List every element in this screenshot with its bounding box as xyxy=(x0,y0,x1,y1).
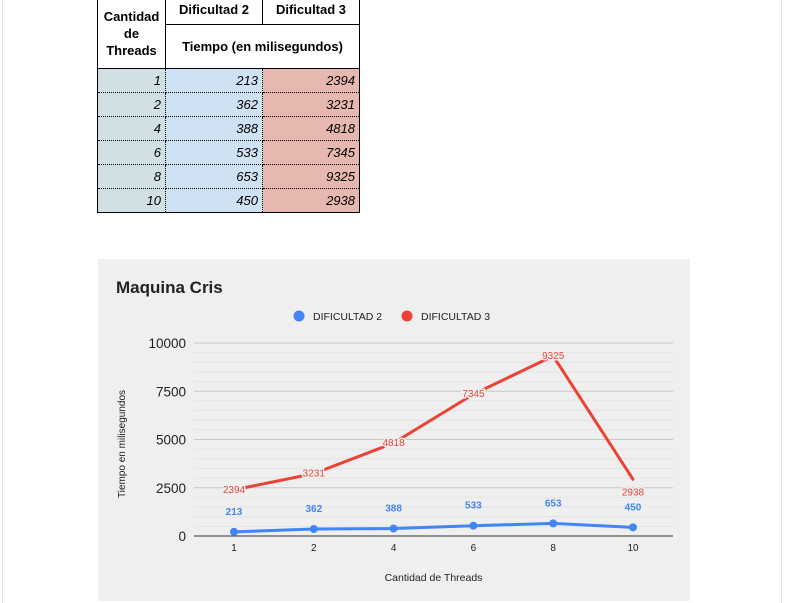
cell-dificultad-2: 362 xyxy=(165,92,263,117)
header-dificultad-2: Dificultad 2 xyxy=(165,0,263,25)
data-label: 450 xyxy=(625,502,642,513)
legend-marker xyxy=(401,310,413,322)
y-axis-title: Tiempo en milisegundos xyxy=(117,390,128,498)
data-label: 2938 xyxy=(622,487,645,498)
table-row: 4 388 4818 xyxy=(97,116,360,141)
cell-dificultad-3: 2394 xyxy=(262,68,360,93)
cell-threads: 1 xyxy=(97,68,166,93)
y-tick-label: 2500 xyxy=(156,481,186,496)
cell-threads: 4 xyxy=(97,116,166,141)
cell-dificultad-2: 450 xyxy=(165,188,263,213)
data-point xyxy=(469,521,478,530)
data-point xyxy=(309,525,318,534)
x-tick-label: 8 xyxy=(550,543,556,554)
data-point xyxy=(549,519,558,528)
cell-dificultad-2: 533 xyxy=(165,140,263,165)
cell-dificultad-3: 3231 xyxy=(262,92,360,117)
x-tick-label: 10 xyxy=(627,543,639,554)
line-chart: 0 2500 5000 7500 10000 1 2 4 6 8 10 Maquina Cris Can… xyxy=(116,278,673,584)
header-threads: Cantidad de Threads xyxy=(97,0,166,69)
cell-dificultad-3: 7345 xyxy=(262,140,360,165)
data-label: 9325 xyxy=(542,351,565,362)
data-label: 2394 xyxy=(223,485,246,496)
page-border-left xyxy=(2,0,3,603)
header-dificultad-3: Dificultad 3 xyxy=(262,0,360,25)
table-row: 10 450 2938 xyxy=(97,188,360,213)
x-axis-title: Cantidad de Threads xyxy=(385,572,483,584)
cell-threads: 8 xyxy=(97,164,166,189)
data-label: 3231 xyxy=(303,469,326,480)
data-point xyxy=(230,527,238,536)
results-table: Cantidad de Threads Dificultad 2 Dificul… xyxy=(97,0,360,213)
cell-threads: 10 xyxy=(97,188,166,213)
cell-dificultad-2: 388 xyxy=(165,116,263,141)
data-point xyxy=(389,524,398,533)
series-line xyxy=(232,521,635,534)
data-label: 7345 xyxy=(462,389,485,400)
data-label: 653 xyxy=(545,498,562,509)
table-row: 1 213 2394 xyxy=(97,68,360,93)
cell-dificultad-3: 4818 xyxy=(262,116,360,141)
y-tick-label: 7500 xyxy=(156,384,186,399)
legend-label: DIFICULTAD 3 xyxy=(421,311,490,323)
table-row: 8 653 9325 xyxy=(97,164,360,189)
cell-dificultad-2: 653 xyxy=(165,164,263,189)
legend-marker xyxy=(293,310,305,322)
legend-label: DIFICULTAD 2 xyxy=(313,311,382,323)
series-line xyxy=(232,354,635,492)
data-label: 533 xyxy=(465,501,482,512)
y-tick-label: 0 xyxy=(178,529,186,544)
y-tick-label: 5000 xyxy=(156,433,186,448)
table-row: 6 533 7345 xyxy=(97,140,360,165)
chart-panel: 0 2500 5000 7500 10000 1 2 4 6 8 10 Maquina Cris Can… xyxy=(98,259,690,601)
x-tick-label: 4 xyxy=(391,543,397,554)
data-label: 362 xyxy=(305,504,322,515)
cell-threads: 2 xyxy=(97,92,166,117)
cell-dificultad-3: 9325 xyxy=(262,164,360,189)
header-unit: Tiempo (en milisegundos) xyxy=(165,23,360,69)
x-tick-label: 6 xyxy=(471,543,477,554)
cell-dificultad-2: 213 xyxy=(165,68,263,93)
x-tick-label: 1 xyxy=(231,543,237,554)
page-border-right xyxy=(781,0,782,603)
chart-title: Maquina Cris xyxy=(116,278,223,297)
data-label: 388 xyxy=(385,504,402,515)
data-label: 213 xyxy=(226,507,243,518)
table-row: 2 362 3231 xyxy=(97,92,360,117)
x-tick-label: 2 xyxy=(311,543,317,554)
y-tick-label: 10000 xyxy=(148,336,186,351)
cell-dificultad-3: 2938 xyxy=(262,188,360,213)
data-point xyxy=(629,523,637,532)
data-label: 4818 xyxy=(382,438,405,449)
cell-threads: 6 xyxy=(97,140,166,165)
